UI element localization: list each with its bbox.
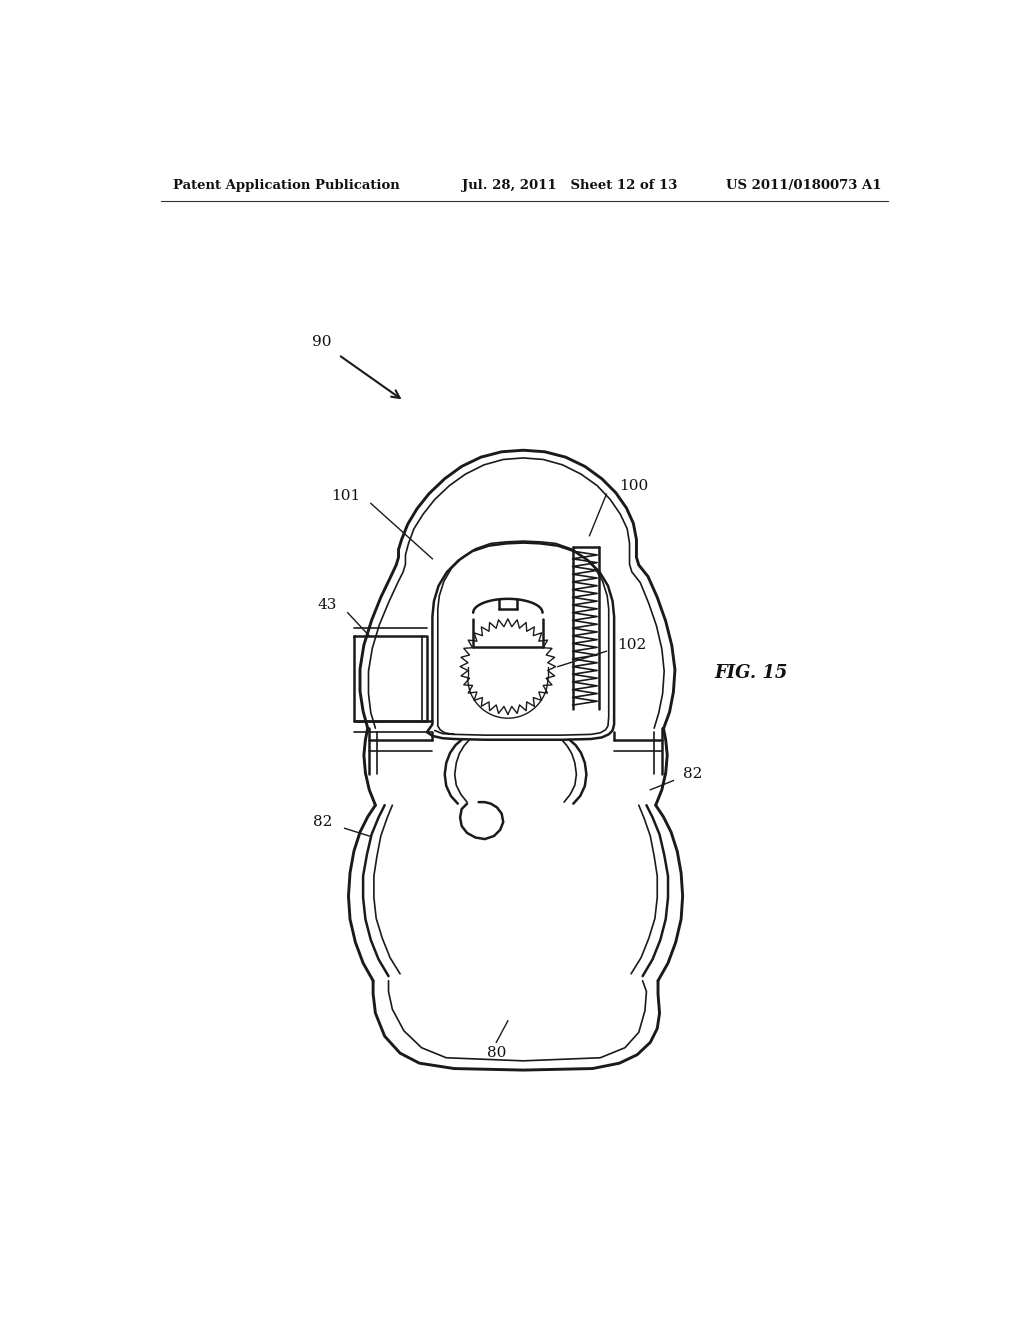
Text: 90: 90: [311, 335, 332, 348]
Text: FIG. 15: FIG. 15: [714, 664, 787, 681]
Text: Jul. 28, 2011   Sheet 12 of 13: Jul. 28, 2011 Sheet 12 of 13: [462, 178, 677, 191]
Text: 80: 80: [486, 1047, 506, 1060]
Text: 101: 101: [331, 488, 360, 503]
Text: 100: 100: [620, 479, 649, 492]
Text: 102: 102: [617, 638, 646, 652]
Text: 82: 82: [683, 767, 702, 781]
Text: US 2011/0180073 A1: US 2011/0180073 A1: [726, 178, 882, 191]
Text: 43: 43: [317, 598, 337, 612]
Text: 82: 82: [313, 816, 333, 829]
Text: Patent Application Publication: Patent Application Publication: [173, 178, 399, 191]
